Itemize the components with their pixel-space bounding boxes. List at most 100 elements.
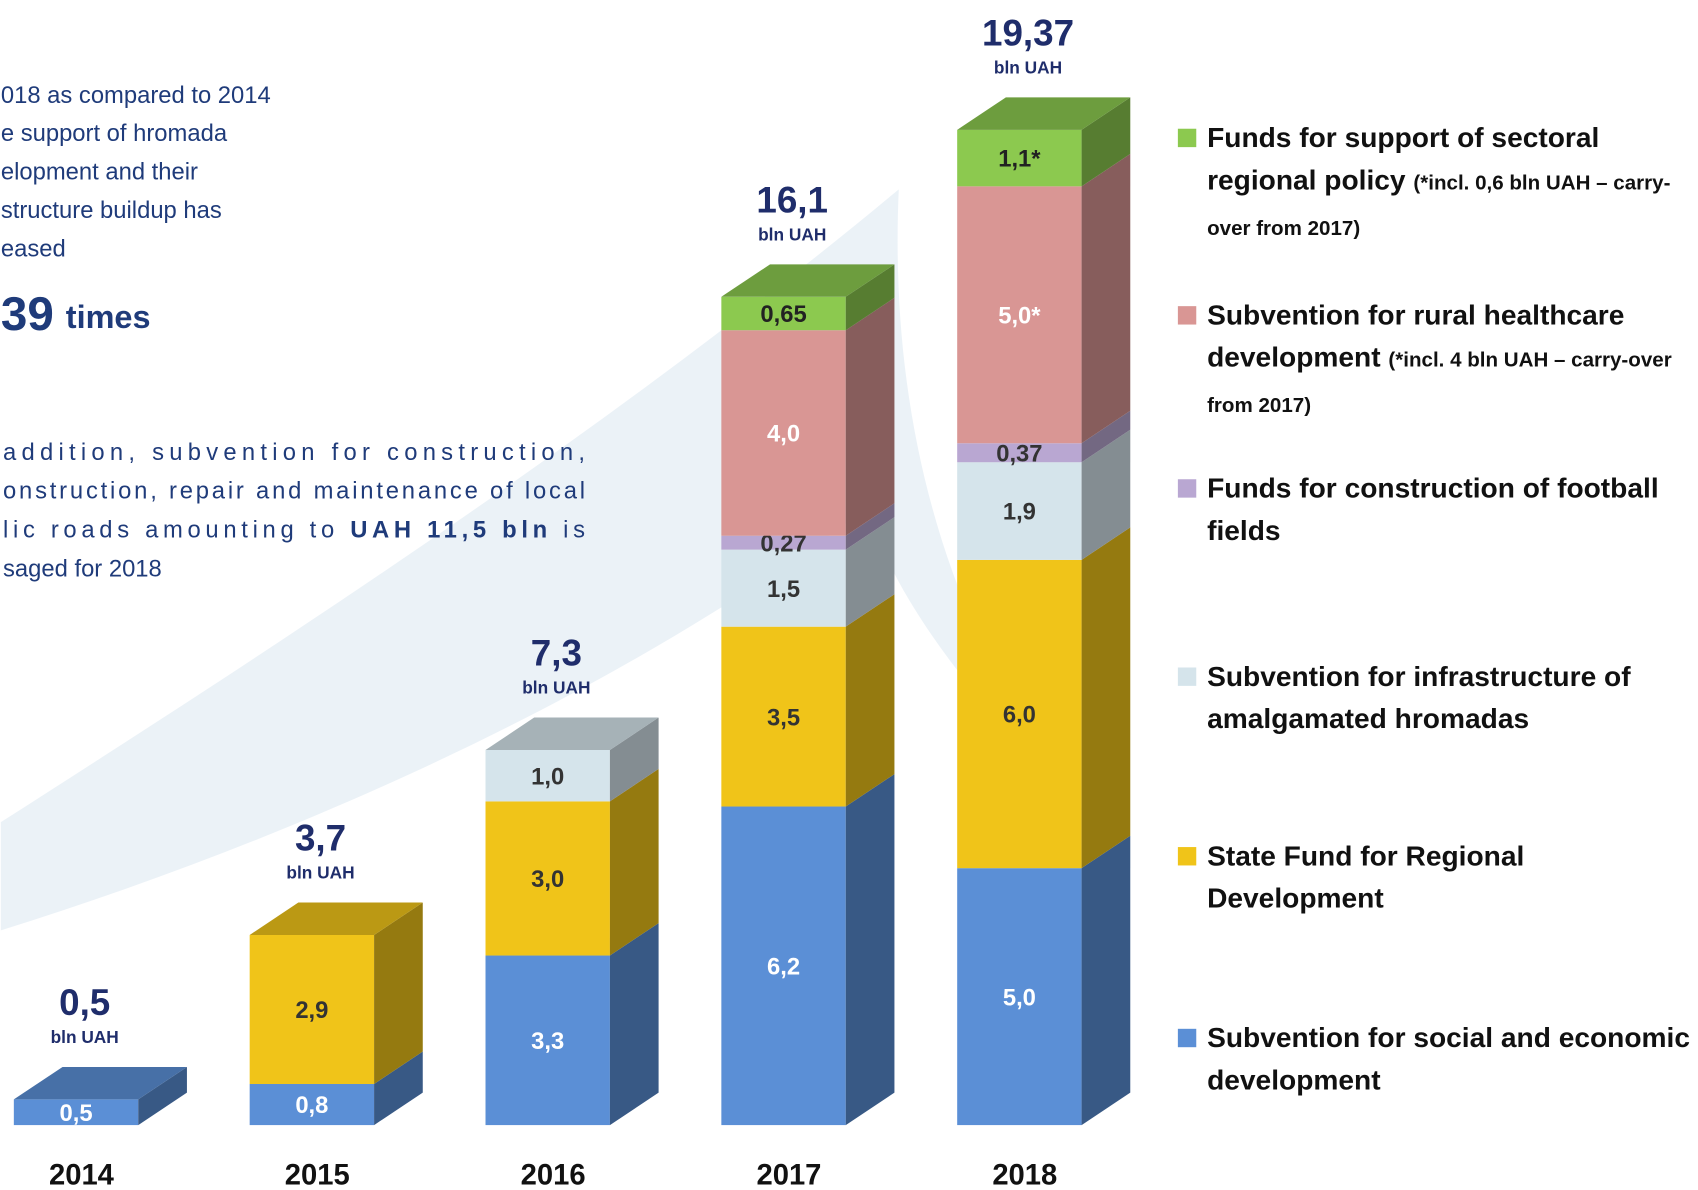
bar-segment xyxy=(957,559,1082,869)
bar-side xyxy=(1081,429,1131,560)
bar-segment xyxy=(721,535,846,550)
bar-side xyxy=(1081,97,1131,187)
bar-side xyxy=(609,923,659,1126)
para-text: lic roads amounting to xyxy=(3,517,346,544)
segment-label: 1,0 xyxy=(531,763,564,790)
bar-segment xyxy=(721,549,846,627)
bar-top xyxy=(249,902,423,935)
total-label: 19,37 xyxy=(982,12,1074,53)
bar-segment xyxy=(485,955,610,1126)
bar-side xyxy=(845,774,895,1126)
segment-label: 1,9 xyxy=(1003,499,1036,526)
legend-note: (*incl. 4 bln UAH – carry-over from 2017… xyxy=(1207,349,1672,418)
legend-box: Funds for support of sectoral regional p… xyxy=(1171,117,1697,1101)
bar-segment xyxy=(249,1083,375,1126)
segment-label: 1,1* xyxy=(998,146,1041,173)
segment-label: 6,0 xyxy=(1003,702,1036,729)
total-label: 3,7 xyxy=(295,818,346,859)
bar-side xyxy=(845,297,895,536)
factor-word: times xyxy=(66,299,151,335)
total-unit: bln UAH xyxy=(286,863,354,883)
segment-label: 1,5 xyxy=(767,576,800,603)
bar-segment xyxy=(249,934,375,1084)
bar-segment xyxy=(957,443,1082,463)
legend-text: Funds for construction of football field… xyxy=(1207,467,1697,551)
bar-segment xyxy=(721,330,846,536)
x-tick-label: 2018 xyxy=(992,1160,1057,1190)
x-tick-label: 2016 xyxy=(521,1160,586,1190)
bar-segment xyxy=(721,296,846,331)
segment-label: 4,0 xyxy=(767,421,800,448)
segment-label: 2,9 xyxy=(295,997,328,1024)
bar-side xyxy=(1081,527,1131,869)
bar-side xyxy=(845,503,895,550)
para-line: onstruction, repair and maintenance of l… xyxy=(3,478,585,505)
bar-top xyxy=(957,97,1131,130)
bar-side xyxy=(1081,153,1131,444)
bar-top xyxy=(485,717,659,751)
bar-segment xyxy=(957,129,1082,187)
legend-swatch xyxy=(1177,306,1197,325)
segment-label: 5,0 xyxy=(1003,984,1036,1011)
legend-text: Subvention for social and economic devel… xyxy=(1207,1017,1697,1101)
legend-text: Subvention for infrastructure of amalgam… xyxy=(1207,656,1697,740)
legend-swatch xyxy=(1177,667,1197,686)
legend-text: Funds for support of sectoral regional p… xyxy=(1207,117,1697,250)
intro-line: elopment and their xyxy=(1,159,198,186)
bar-side xyxy=(845,594,895,807)
bar-top xyxy=(13,1066,187,1100)
total-label: 7,3 xyxy=(531,633,582,674)
legend-label: Funds for construction of football field… xyxy=(1207,471,1659,547)
segment-label: 0,65 xyxy=(760,301,806,328)
bar-side xyxy=(609,717,659,802)
bar-segment xyxy=(957,186,1082,444)
legend-item: Funds for support of sectoral regional p… xyxy=(1171,117,1697,250)
intro-line: structure buildup has xyxy=(1,197,222,224)
bar-segment xyxy=(957,868,1082,1126)
segment-label: 6,2 xyxy=(767,953,800,980)
bar-side xyxy=(609,768,659,956)
bar-side xyxy=(374,1051,423,1126)
bars: 0,5 0,5 bln UAH 2014 0,8 2,9 3,7 bln UAH 2015 3,3… xyxy=(13,12,1131,1190)
segment-label: 0,8 xyxy=(295,1092,328,1119)
para-line: saged for 2018 xyxy=(3,556,162,583)
legend-swatch xyxy=(1177,847,1197,866)
legend-label: Subvention for infrastructure of amalgam… xyxy=(1207,659,1631,735)
total-label: 0,5 xyxy=(59,982,110,1023)
legend-label: Funds for support of sectoral regional p… xyxy=(1207,121,1600,196)
bar-side xyxy=(845,517,895,627)
total-unit: bln UAH xyxy=(758,225,826,245)
bar-segment xyxy=(721,806,846,1126)
legend-text: Subvention for rural healthcare developm… xyxy=(1207,294,1697,427)
bar-segment xyxy=(721,626,846,807)
x-tick-label: 2014 xyxy=(49,1160,115,1190)
bar-segment xyxy=(957,462,1082,560)
para-bold: UAH 11,5 bln xyxy=(350,517,547,544)
bar-top xyxy=(721,264,895,297)
segment-label: 0,37 xyxy=(996,440,1042,467)
legend-text: State Fund for Regional Development xyxy=(1207,835,1697,919)
total-label: 16,1 xyxy=(756,179,828,220)
legend-item: State Fund for Regional Development xyxy=(1171,835,1697,919)
legend-swatch xyxy=(1177,479,1197,498)
bar-segment xyxy=(485,801,610,956)
x-tick-label: 2015 xyxy=(285,1160,350,1190)
legend-label: Subvention for social and economic devel… xyxy=(1207,1021,1691,1096)
legend-item: Subvention for social and economic devel… xyxy=(1171,1017,1697,1101)
segment-label: 3,3 xyxy=(531,1028,564,1055)
para-line: addition, subvention for construction, xyxy=(3,439,585,466)
legend-item: Funds for construction of football field… xyxy=(1171,467,1697,551)
bar-segment xyxy=(13,1099,139,1126)
legend-item: Subvention for rural healthcare developm… xyxy=(1171,294,1697,427)
segment-label: 0,5 xyxy=(59,1100,92,1127)
bar-segment xyxy=(485,750,610,802)
segment-label: 3,0 xyxy=(531,866,564,893)
legend-label: State Fund for Regional Development xyxy=(1207,839,1525,915)
segment-label: 5,0* xyxy=(998,302,1041,329)
x-tick-label: 2017 xyxy=(756,1160,821,1190)
legend-note: (*incl. 0,6 bln UAH – carry-over from 20… xyxy=(1207,172,1671,241)
legend-label: Subvention for rural healthcare developm… xyxy=(1207,298,1625,374)
intro-line: 018 as compared to 2014 xyxy=(1,82,271,109)
